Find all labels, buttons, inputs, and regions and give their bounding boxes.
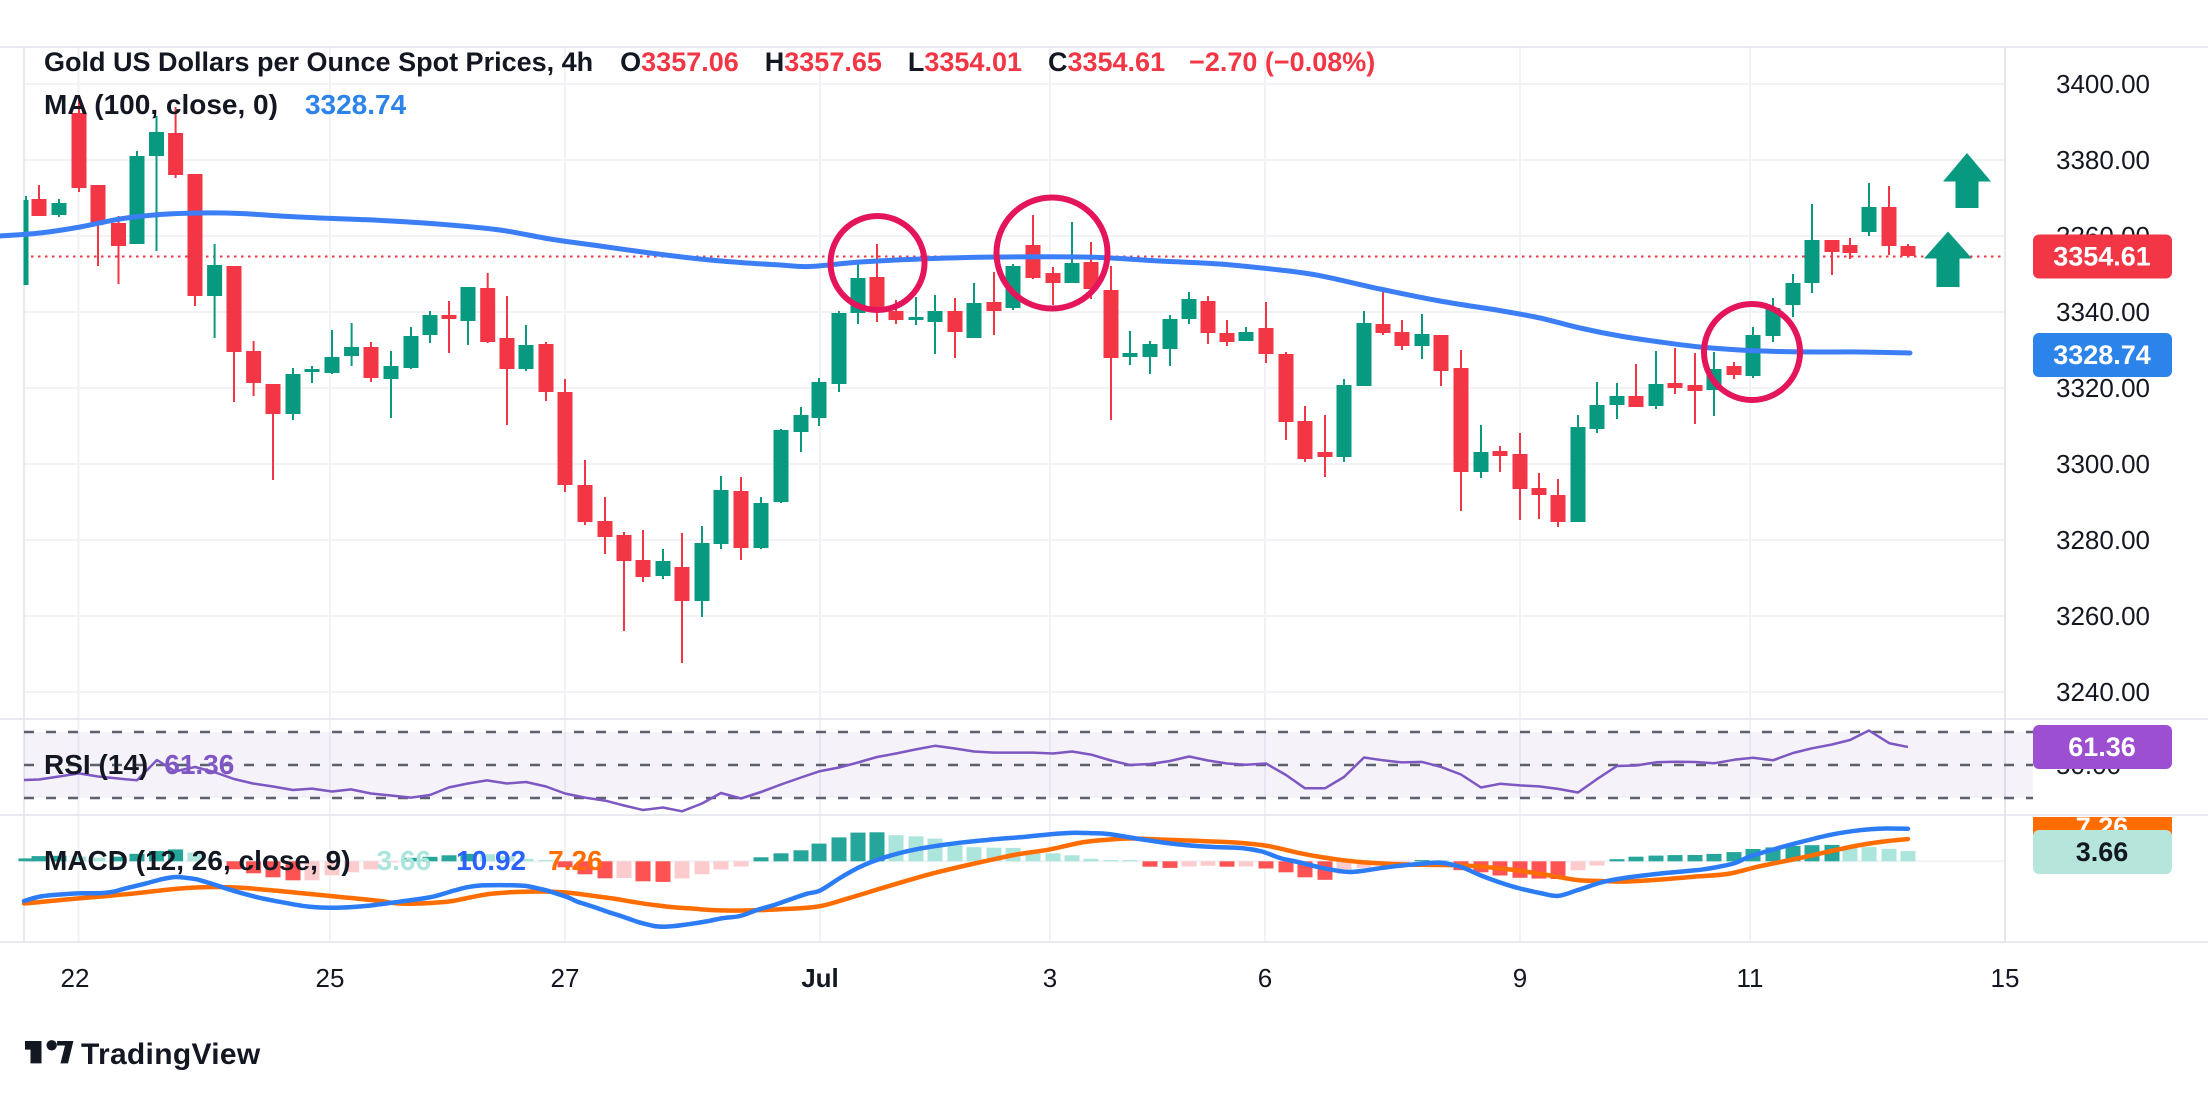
svg-text:25: 25 bbox=[316, 963, 345, 993]
svg-text:3240.00: 3240.00 bbox=[2056, 677, 2150, 707]
svg-text:3.66: 3.66 bbox=[2076, 837, 2129, 867]
svg-text:6: 6 bbox=[1258, 963, 1272, 993]
svg-text:TradingView: TradingView bbox=[81, 1038, 261, 1071]
svg-text:61.36: 61.36 bbox=[2068, 732, 2136, 762]
svg-text:RSI (14)61.36: RSI (14) 61.36 bbox=[44, 749, 234, 780]
svg-text:3400.00: 3400.00 bbox=[2056, 69, 2150, 99]
svg-text:3320.00: 3320.00 bbox=[2056, 373, 2150, 403]
svg-text:MA (100, close, 0)3328.74: MA (100, close, 0) 3328.74 bbox=[44, 89, 407, 120]
svg-text:15: 15 bbox=[1991, 963, 2020, 993]
svg-text:Gold US Dollars per Ounce Spot: Gold US Dollars per Ounce Spot Prices, 4… bbox=[44, 47, 1375, 77]
svg-text:3340.00: 3340.00 bbox=[2056, 297, 2150, 327]
svg-text:Jul: Jul bbox=[801, 963, 839, 993]
svg-text:3300.00: 3300.00 bbox=[2056, 449, 2150, 479]
svg-text:3: 3 bbox=[1043, 963, 1057, 993]
svg-text:3380.00: 3380.00 bbox=[2056, 145, 2150, 175]
svg-text:9: 9 bbox=[1513, 963, 1527, 993]
svg-text:3328.74: 3328.74 bbox=[2053, 340, 2151, 370]
svg-text:22: 22 bbox=[61, 963, 90, 993]
svg-text:3354.61: 3354.61 bbox=[2053, 242, 2151, 272]
svg-text:11: 11 bbox=[1737, 963, 1764, 993]
svg-text:27: 27 bbox=[551, 963, 580, 993]
svg-text:3280.00: 3280.00 bbox=[2056, 525, 2150, 555]
svg-text:3260.00: 3260.00 bbox=[2056, 601, 2150, 631]
